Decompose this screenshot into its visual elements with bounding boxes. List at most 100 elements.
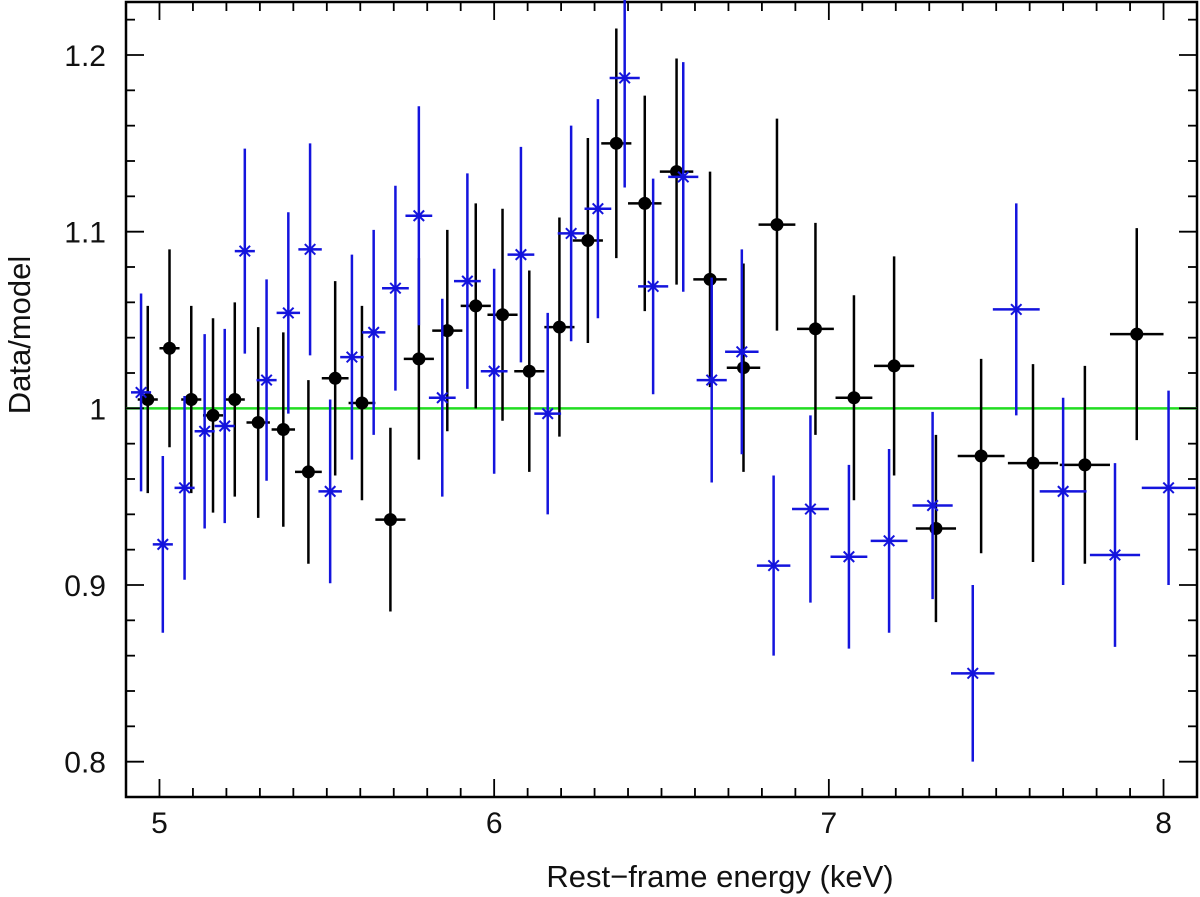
y-tick-label: 0.9: [64, 570, 106, 603]
data-point: [668, 62, 699, 292]
data-point: [1089, 463, 1141, 647]
asterisk-stroke: [514, 248, 527, 261]
data-point: [601, 28, 632, 259]
circle-marker: [496, 308, 510, 322]
y-tick-label: 1.2: [64, 40, 106, 73]
data-point: [214, 328, 235, 524]
circle-marker: [736, 361, 750, 375]
circle-marker: [184, 393, 198, 406]
data-point: [298, 143, 322, 356]
asterisk-stroke: [647, 280, 660, 293]
data-point: [487, 208, 518, 421]
asterisk-stroke: [735, 345, 748, 358]
data-point: [726, 263, 761, 472]
asterisk-stroke: [488, 365, 501, 378]
circle-marker: [163, 341, 177, 355]
circle-marker: [808, 322, 822, 336]
data-point: [874, 256, 915, 476]
asterisk-stroke: [367, 326, 380, 339]
data-point: [321, 281, 349, 476]
asterisk-stroke: [1109, 549, 1121, 561]
data-point: [534, 312, 562, 515]
data-point: [1059, 365, 1110, 564]
asterisk-stroke: [304, 243, 317, 256]
asterisk-stroke: [238, 245, 251, 258]
asterisk-stroke: [156, 538, 169, 551]
asterisk-stroke: [389, 282, 402, 295]
circle-marker: [552, 320, 566, 334]
data-point: [912, 411, 953, 600]
asterisk-stroke: [966, 667, 979, 680]
circle-marker: [581, 234, 595, 247]
asterisk-stroke: [842, 550, 855, 563]
data-point: [152, 456, 173, 633]
circle-marker: [251, 415, 265, 429]
data-point: [480, 268, 508, 474]
circle-marker: [847, 391, 861, 405]
series-blue-asterisk: [131, 0, 1196, 762]
circle-marker: [522, 364, 536, 378]
data-point: [584, 99, 612, 319]
asterisk-stroke: [282, 306, 295, 319]
data-point: [797, 222, 834, 435]
circle-marker: [974, 449, 988, 463]
asterisk-stroke: [412, 209, 425, 222]
circle-marker: [412, 352, 426, 366]
asterisk-stroke: [767, 559, 780, 572]
x-tick-label: 6: [486, 807, 503, 840]
data-point: [256, 279, 277, 481]
data-point: [382, 185, 409, 391]
data-point: [460, 203, 491, 409]
data-point: [271, 332, 296, 527]
asterisk-stroke: [541, 407, 554, 420]
circle-marker: [276, 423, 290, 437]
circle-marker: [440, 324, 454, 338]
circle-marker: [609, 136, 623, 150]
asterisk-stroke: [260, 374, 273, 387]
asterisk-stroke: [618, 72, 631, 84]
data-point: [507, 146, 535, 363]
data-point: [758, 118, 796, 331]
circle-marker: [1026, 456, 1040, 470]
data-point: [453, 173, 481, 389]
series-black-circle: [137, 28, 1164, 623]
x-axis-title: Rest−frame energy (keV): [546, 859, 893, 894]
data-point: [318, 399, 342, 584]
data-point: [693, 171, 727, 388]
data-point: [1141, 390, 1196, 585]
asterisk-stroke: [1010, 303, 1023, 316]
circle-marker: [770, 218, 784, 232]
data-point: [628, 95, 662, 312]
data-point: [405, 106, 433, 326]
asterisk-stroke: [677, 170, 690, 183]
data-point: [870, 448, 908, 633]
data-point: [725, 249, 759, 455]
circle-marker: [383, 513, 397, 527]
data-point: [202, 318, 224, 513]
asterisk-stroke: [135, 386, 148, 399]
circle-marker: [469, 299, 483, 313]
data-point: [756, 475, 791, 656]
data-point: [428, 298, 456, 497]
data-point: [792, 415, 829, 603]
asterisk-stroke: [705, 374, 718, 387]
data-point: [638, 178, 669, 395]
data-point: [224, 302, 245, 497]
data-point: [992, 203, 1040, 416]
data-point: [1039, 397, 1087, 585]
circle-marker: [638, 196, 652, 210]
asterisk-stroke: [804, 503, 817, 515]
circle-marker: [703, 272, 717, 286]
data-point: [375, 427, 406, 612]
x-tick-label: 8: [1155, 807, 1172, 840]
asterisk-stroke: [324, 485, 337, 498]
data-point: [295, 380, 322, 564]
data-point: [557, 125, 585, 342]
y-tick-label: 1: [89, 393, 106, 426]
asterisk-stroke: [198, 425, 211, 438]
data-point: [234, 148, 255, 354]
data-point: [1109, 228, 1164, 441]
asterisk-stroke: [461, 275, 474, 288]
data-point: [246, 327, 270, 518]
data-point: [835, 295, 873, 501]
